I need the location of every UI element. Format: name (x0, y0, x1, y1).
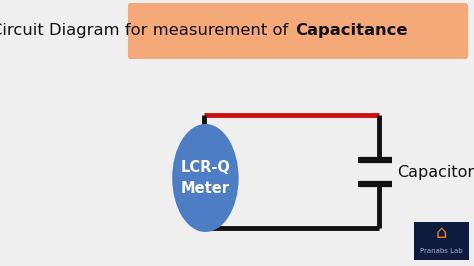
Text: Circuit Diagram for measurement of: Circuit Diagram for measurement of (0, 23, 294, 39)
Text: Capacitance: Capacitance (295, 23, 408, 39)
FancyBboxPatch shape (414, 222, 469, 260)
Ellipse shape (172, 124, 238, 232)
Text: ⌂: ⌂ (436, 224, 447, 242)
Text: Pranabs Lab: Pranabs Lab (420, 248, 463, 254)
Text: LCR-Q
Meter: LCR-Q Meter (181, 160, 230, 196)
FancyBboxPatch shape (128, 3, 468, 59)
Text: Capacitor: Capacitor (397, 164, 474, 180)
